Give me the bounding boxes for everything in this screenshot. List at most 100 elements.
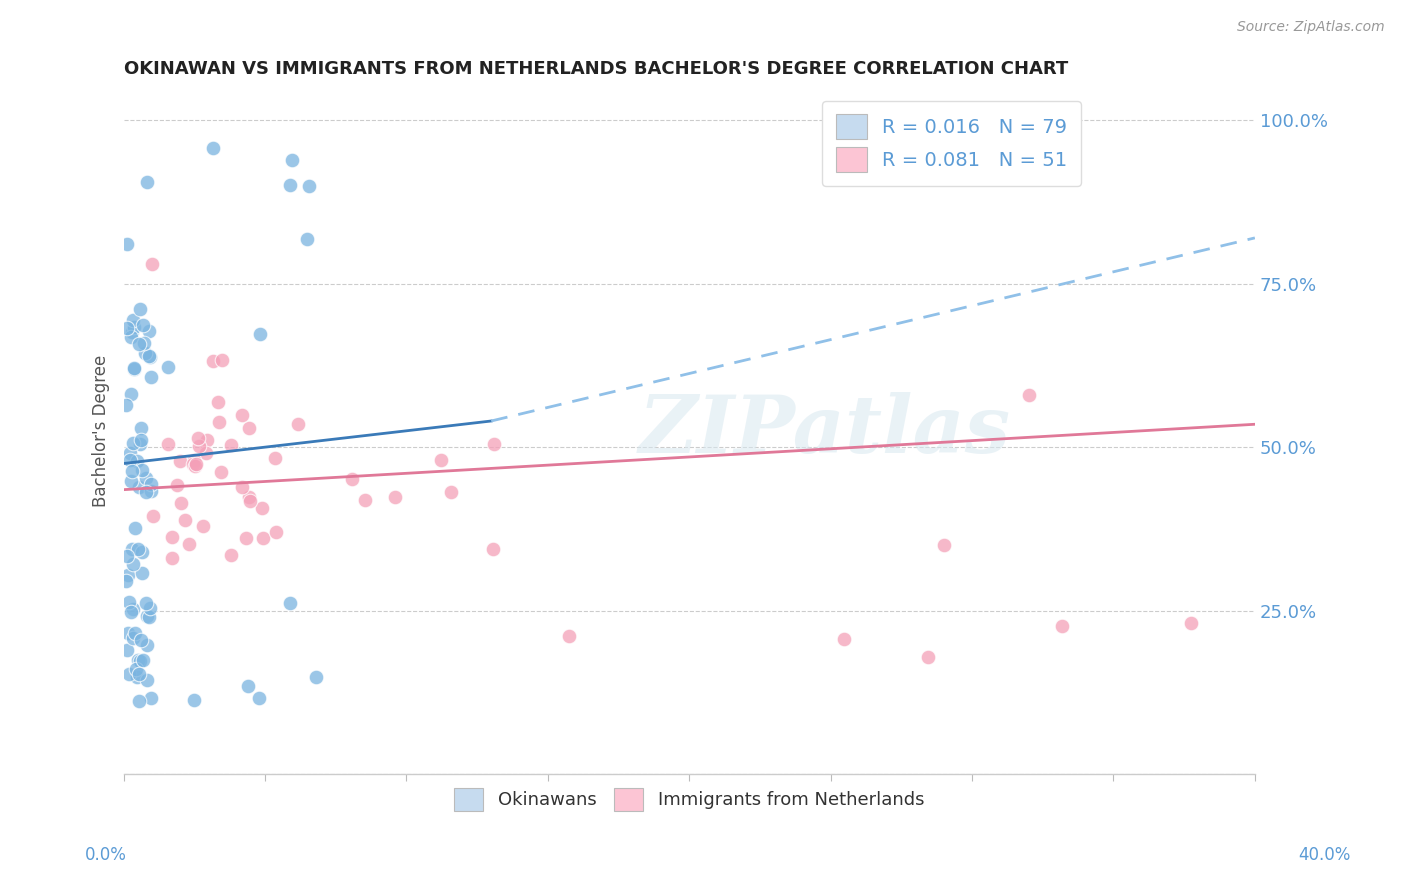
Point xyxy=(124,626,146,640)
Point xyxy=(117,236,139,251)
Point xyxy=(135,596,157,610)
Point xyxy=(264,450,287,465)
Point xyxy=(118,667,141,681)
Point xyxy=(174,513,197,527)
Point xyxy=(207,394,229,409)
Point xyxy=(211,353,233,368)
Point xyxy=(120,387,142,401)
Point xyxy=(141,690,163,705)
Point xyxy=(120,474,142,488)
Point xyxy=(124,521,146,535)
Point xyxy=(1050,619,1073,633)
Point xyxy=(142,508,165,523)
Point xyxy=(127,653,149,667)
Point xyxy=(557,628,579,642)
Point xyxy=(932,538,955,552)
Point xyxy=(135,638,157,652)
Point xyxy=(134,335,156,350)
Point xyxy=(183,453,205,467)
Point xyxy=(439,484,461,499)
Point xyxy=(125,454,148,468)
Point xyxy=(235,531,257,545)
Point xyxy=(231,409,253,423)
Point xyxy=(131,544,153,558)
Point xyxy=(298,178,321,193)
Point xyxy=(115,549,138,564)
Point xyxy=(231,480,253,494)
Point xyxy=(128,667,150,681)
Point xyxy=(252,531,274,545)
Point xyxy=(121,325,143,339)
Point xyxy=(138,351,160,365)
Point xyxy=(122,361,145,376)
Point xyxy=(236,680,259,694)
Point xyxy=(295,232,318,246)
Y-axis label: Bachelor's Degree: Bachelor's Degree xyxy=(93,355,110,507)
Point xyxy=(131,566,153,580)
Point xyxy=(120,605,142,619)
Point xyxy=(238,494,260,508)
Point xyxy=(195,446,218,460)
Point xyxy=(117,595,139,609)
Point xyxy=(354,493,377,508)
Point xyxy=(160,530,183,544)
Point xyxy=(278,178,301,192)
Point xyxy=(124,662,146,676)
Point xyxy=(120,446,142,460)
Point xyxy=(195,433,218,447)
Point xyxy=(160,551,183,566)
Point xyxy=(128,437,150,451)
Point xyxy=(166,478,188,492)
Point xyxy=(209,465,232,479)
Point xyxy=(201,354,224,368)
Point xyxy=(122,361,145,376)
Point xyxy=(128,480,150,494)
Point xyxy=(157,437,180,451)
Point xyxy=(252,501,274,516)
Point xyxy=(127,541,149,556)
Point xyxy=(184,457,207,471)
Point xyxy=(280,596,302,610)
Point xyxy=(129,301,152,316)
Point xyxy=(208,415,231,429)
Point xyxy=(125,670,148,684)
Point xyxy=(117,567,139,582)
Point xyxy=(122,313,145,327)
Point xyxy=(131,318,153,333)
Point xyxy=(832,632,855,647)
Point xyxy=(238,491,260,505)
Point xyxy=(129,633,152,648)
Point xyxy=(139,476,162,491)
Text: Source: ZipAtlas.com: Source: ZipAtlas.com xyxy=(1237,20,1385,34)
Point xyxy=(135,175,157,189)
Point xyxy=(264,524,287,539)
Point xyxy=(184,459,207,474)
Point xyxy=(129,654,152,668)
Point xyxy=(136,673,159,687)
Point xyxy=(156,360,179,375)
Point xyxy=(238,421,260,435)
Point xyxy=(169,453,191,467)
Point xyxy=(121,541,143,556)
Point xyxy=(129,433,152,447)
Point xyxy=(117,626,139,640)
Point xyxy=(138,610,160,624)
Point xyxy=(131,653,153,667)
Point xyxy=(181,457,204,471)
Point xyxy=(430,452,453,467)
Point xyxy=(281,153,304,168)
Point xyxy=(141,257,163,271)
Point xyxy=(118,452,141,467)
Point xyxy=(249,327,271,342)
Point xyxy=(188,439,211,453)
Point xyxy=(1180,616,1202,631)
Point xyxy=(340,472,363,486)
Point xyxy=(128,337,150,351)
Text: ZIPatlas: ZIPatlas xyxy=(638,392,1011,469)
Point xyxy=(202,141,225,155)
Point xyxy=(121,557,143,571)
Point xyxy=(191,518,214,533)
Point xyxy=(134,346,156,360)
Point xyxy=(138,324,160,338)
Point xyxy=(1018,388,1040,402)
